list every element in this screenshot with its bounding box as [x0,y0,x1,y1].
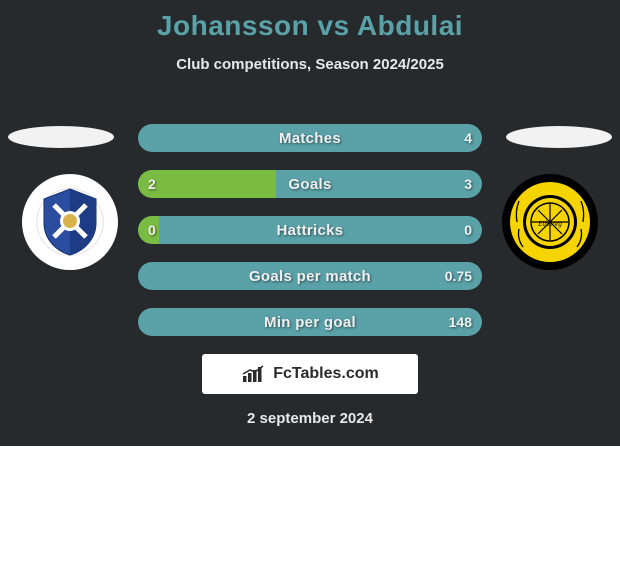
player-photo-placeholder-right [506,126,612,148]
subtitle: Club competitions, Season 2024/2025 [0,56,620,73]
hbk-crest-icon [40,187,100,257]
stat-row-hattricks: 0 Hattricks 0 [138,216,482,244]
stat-row-matches: Matches 4 [138,124,482,152]
svg-text:Elfsborg: Elfsborg [537,220,562,228]
stat-value-right: 4 [464,124,472,152]
stat-label: Hattricks [138,216,482,244]
elfsborg-crest-icon: Elfsborg [507,179,593,265]
stat-row-goals: 2 Goals 3 [138,170,482,198]
attribution-text: FcTables.com [273,365,379,383]
club-crest-left [22,174,118,270]
stat-value-right: 0 [464,216,472,244]
stat-value-right: 3 [464,170,472,198]
stat-value-right: 0.75 [445,262,472,290]
date-label: 2 september 2024 [0,410,620,427]
attribution-badge: FcTables.com [202,354,418,394]
page-title: Johansson vs Abdulai [0,0,620,42]
stat-bars: Matches 4 2 Goals 3 0 Hattricks 0 Goals … [138,124,482,354]
comparison-panel: Johansson vs Abdulai Club competitions, … [0,0,620,446]
stat-label: Matches [138,124,482,152]
bar-chart-icon [241,364,267,384]
stat-label: Goals [138,170,482,198]
stat-value-right: 148 [449,308,472,336]
club-crest-right: Elfsborg [502,174,598,270]
player-photo-placeholder-left [8,126,114,148]
stat-label: Goals per match [138,262,482,290]
stat-row-goals-per-match: Goals per match 0.75 [138,262,482,290]
stat-row-min-per-goal: Min per goal 148 [138,308,482,336]
stat-label: Min per goal [138,308,482,336]
